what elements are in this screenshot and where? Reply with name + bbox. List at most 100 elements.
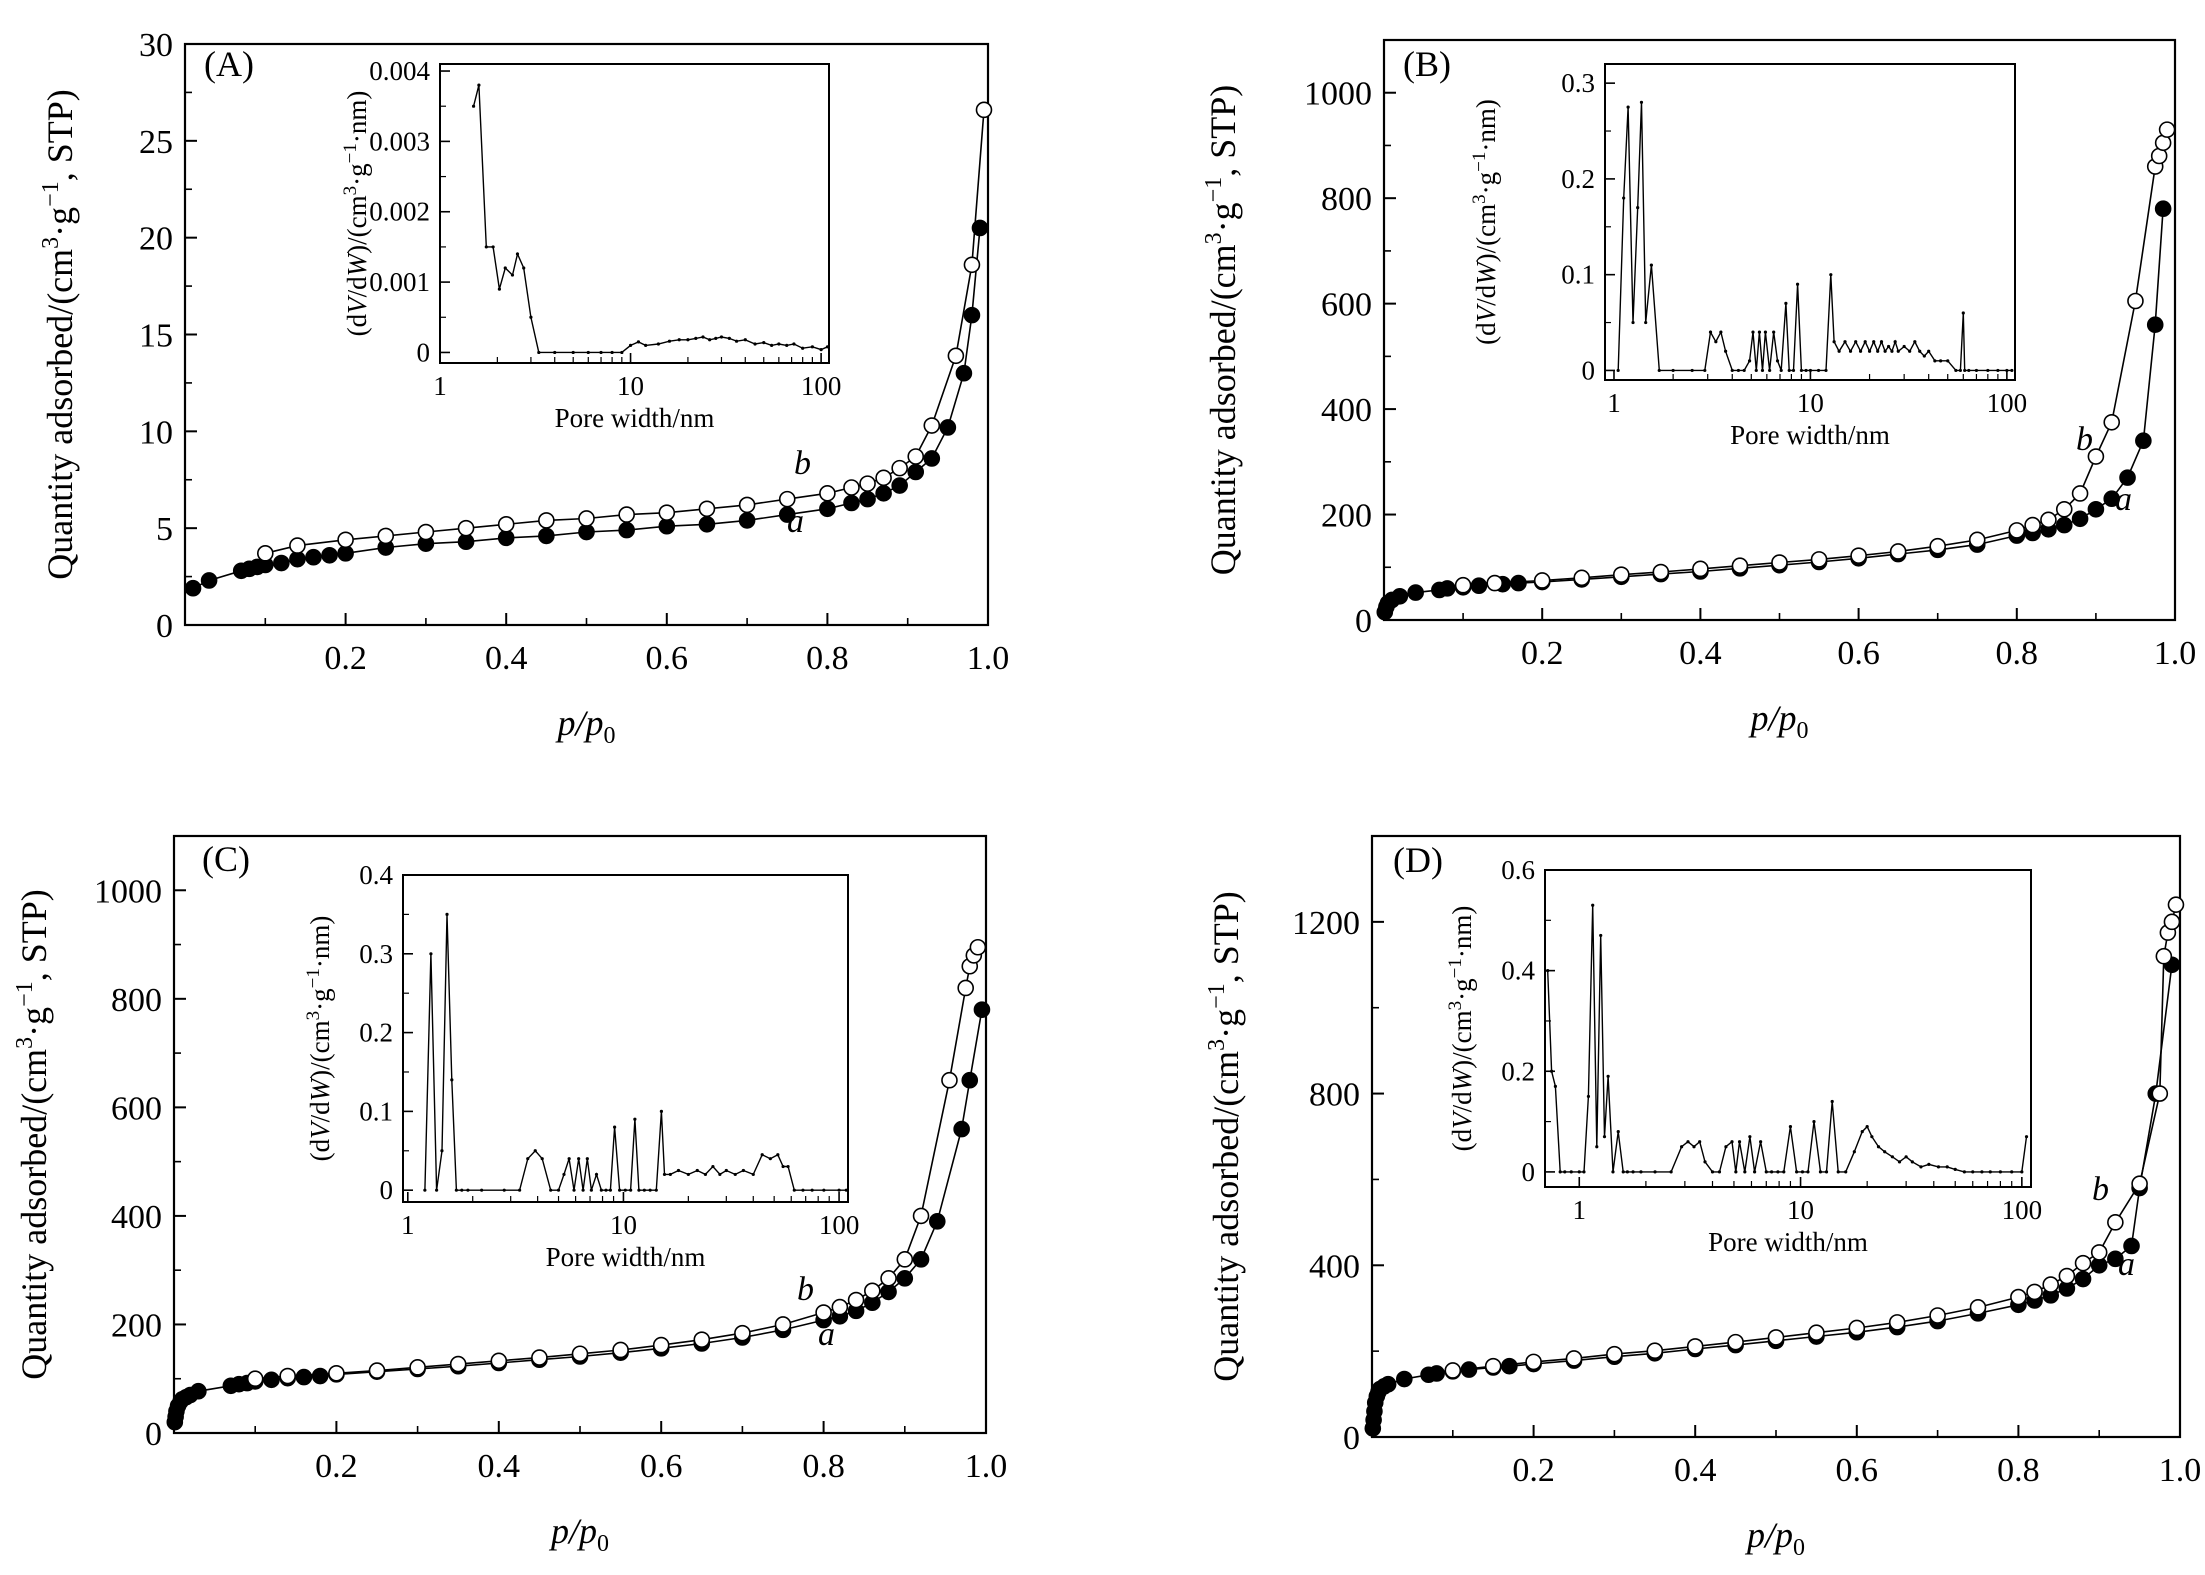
inset-data-point xyxy=(1759,1140,1763,1144)
inset-data-point xyxy=(423,1188,427,1192)
inset-data-point xyxy=(471,104,476,108)
x-tick-label: 0.8 xyxy=(806,640,849,677)
inset-data-point xyxy=(1754,368,1758,373)
inset-data-point xyxy=(1829,273,1833,277)
inset-data-point xyxy=(1764,1170,1768,1174)
data-point-open xyxy=(891,459,908,477)
series-label-b: b xyxy=(797,1271,814,1308)
data-point-open xyxy=(2155,947,2173,965)
x-tick-label: 0.6 xyxy=(640,1448,683,1485)
inset-data-point xyxy=(701,335,705,339)
inset-data-point xyxy=(1639,100,1644,104)
inset-data-point xyxy=(792,342,796,346)
inset-data-point xyxy=(703,1172,708,1177)
inset-data-point xyxy=(599,1188,603,1192)
series-label-a: a xyxy=(2118,1246,2135,1283)
x-tick-label: 1.0 xyxy=(967,640,1010,677)
inset-data-point xyxy=(1872,340,1876,344)
inset-data-point xyxy=(734,339,739,343)
data-point-filled xyxy=(928,1213,946,1230)
inset-data-point xyxy=(724,1168,728,1173)
x-tick-label: 1.0 xyxy=(2159,1452,2202,1489)
data-point-open xyxy=(1525,1353,1542,1371)
inset-data-point xyxy=(1742,368,1746,373)
inset-data-point xyxy=(801,1188,805,1192)
x-tick-label: 1.0 xyxy=(965,1448,1008,1485)
inset-data-point xyxy=(604,1188,608,1192)
data-point-open xyxy=(1444,1362,1462,1379)
data-point-open xyxy=(531,1349,548,1366)
inset-data-point xyxy=(440,1149,444,1153)
y-axis-title: Quantity adsorbed/(cm3·g−1, STP) xyxy=(1204,891,1246,1382)
inset-x-tick-label: 10 xyxy=(610,1210,637,1240)
inset-data-point xyxy=(1933,359,1937,363)
data-point-filled xyxy=(305,548,322,566)
data-point-open xyxy=(774,1316,792,1333)
data-point-open xyxy=(847,1291,865,1309)
inset-data-point xyxy=(1876,1145,1881,1149)
inset-frame xyxy=(439,63,830,364)
inset-data-point xyxy=(1953,1167,1957,1171)
data-point-open xyxy=(2058,1267,2076,1285)
inset-data-point xyxy=(1616,368,1620,373)
data-point-open xyxy=(1731,557,1749,574)
inset-data-point xyxy=(1887,344,1891,349)
data-point-filled xyxy=(497,529,515,547)
y-tick-label: 1200 xyxy=(1292,905,1360,942)
x-axis-title: p/p0 xyxy=(554,703,615,749)
inset-data-point xyxy=(1936,1165,1941,1169)
inset-data-point xyxy=(608,1188,612,1192)
inset-data-point xyxy=(1795,282,1800,286)
inset-data-point xyxy=(1772,330,1776,334)
inset-data-point xyxy=(1671,368,1675,373)
inset-data-point xyxy=(644,343,648,348)
data-point-filled xyxy=(939,419,957,436)
inset-data-point xyxy=(1791,368,1796,373)
inset-data-point xyxy=(1816,368,1821,373)
inset-data-point xyxy=(714,336,718,340)
inset-data-point xyxy=(503,266,507,270)
data-point-filled xyxy=(875,485,892,502)
inset-data-point xyxy=(1622,196,1626,200)
data-point-filled xyxy=(2087,500,2105,518)
data-point-open xyxy=(571,1345,589,1363)
chart-panel: p/p0 xyxy=(1376,38,2177,744)
x-tick-label: 0.2 xyxy=(1521,635,1564,672)
inset-data-point xyxy=(1971,1170,1975,1174)
inset-data-point xyxy=(567,1157,571,1161)
data-point-open xyxy=(497,515,515,533)
y-tick-label: 20 xyxy=(139,221,173,258)
inset-data-point xyxy=(1710,1170,1715,1174)
inset-data-point xyxy=(1698,1140,1702,1144)
inset-x-tick-label: 1 xyxy=(401,1210,415,1240)
inset-data-point xyxy=(1806,1170,1810,1174)
inset-data-point xyxy=(1782,1170,1786,1174)
data-point-open xyxy=(1810,551,1828,568)
x-tick-label: 0.6 xyxy=(646,640,689,677)
data-point-open xyxy=(1533,572,1551,589)
data-point-filled xyxy=(1396,1370,1413,1388)
data-point-open xyxy=(2151,1085,2169,1102)
data-point-open xyxy=(612,1341,629,1359)
y-tick-label: 0 xyxy=(145,1416,162,1453)
data-point-filled xyxy=(953,1120,970,1138)
panel-label: (B) xyxy=(1403,44,1451,84)
data-point-filled xyxy=(2154,200,2172,218)
data-point-open xyxy=(1486,574,1504,592)
inset-y-axis-title: (dV/dW)/(cm3·g−1·nm) xyxy=(340,91,372,337)
x-tick-label: 0.8 xyxy=(1996,635,2039,672)
data-point-filled xyxy=(1407,584,1424,601)
data-point-filled xyxy=(819,500,836,518)
inset-y-tick-label: 0.4 xyxy=(1501,956,1535,986)
x-tick-label: 0.8 xyxy=(802,1448,845,1485)
inset-data-point xyxy=(743,338,747,342)
data-point-filled xyxy=(289,550,306,568)
data-point-open xyxy=(1848,1319,1866,1337)
inset-data-point xyxy=(1980,1170,1984,1174)
inset-data-point xyxy=(1546,969,1550,973)
inset-data-point xyxy=(2024,1135,2029,1139)
data-point-open xyxy=(289,537,306,554)
inset-data-point xyxy=(718,1172,722,1177)
inset-data-point xyxy=(1996,368,2000,373)
inset-y-tick-label: 0.6 xyxy=(1501,855,1535,885)
